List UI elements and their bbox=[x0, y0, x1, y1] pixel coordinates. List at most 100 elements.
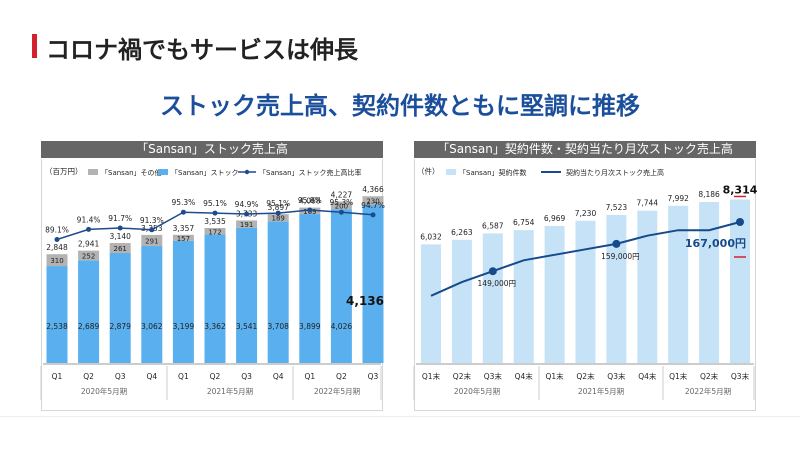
monthly-revenue-line bbox=[430, 221, 741, 297]
stock-value-label: 3,199 bbox=[173, 322, 195, 331]
quarter-tick-label: Q4 bbox=[146, 372, 157, 381]
contract-value-label: 6,032 bbox=[420, 232, 442, 241]
ratio-value-label: 94.7% bbox=[361, 201, 385, 210]
total-value-label: 4,366 bbox=[362, 185, 384, 194]
stock-value-label: 2,689 bbox=[78, 322, 100, 331]
contract-value-label: 8,314 bbox=[723, 183, 758, 196]
ratio-value-label: 91.4% bbox=[77, 215, 101, 224]
ratio-value-label: 94.9% bbox=[235, 200, 259, 209]
contracts-chart-header: 「Sansan」契約件数・契約当たり月次ストック売上高 bbox=[414, 141, 756, 158]
monthly-revenue-label: 149,000円 bbox=[478, 279, 517, 288]
quarter-tick-label: Q4末 bbox=[515, 371, 534, 381]
contract-value-label: 7,523 bbox=[606, 203, 628, 212]
ratio-value-label: 95.8% bbox=[298, 196, 322, 205]
quarter-tick-label: Q3末 bbox=[731, 371, 750, 381]
quarter-tick-label: Q4末 bbox=[638, 371, 657, 381]
other-value-label: 189 bbox=[272, 215, 285, 223]
contract-value-label: 7,744 bbox=[637, 199, 659, 208]
stock-value-label: 4,026 bbox=[331, 322, 353, 331]
legend-stock-label: 「Sansan」ストック bbox=[171, 169, 239, 177]
other-bar bbox=[78, 250, 100, 261]
contract-value-label: 6,587 bbox=[482, 221, 504, 230]
stock-bar bbox=[236, 227, 258, 363]
contract-bar bbox=[451, 239, 472, 363]
ratio-point bbox=[117, 225, 123, 231]
quarter-tick-label: Q2 bbox=[83, 372, 94, 381]
fiscal-year-label: 2020年5月期 bbox=[454, 386, 500, 396]
stock-bar bbox=[330, 209, 352, 363]
other-value-label: 310 bbox=[50, 257, 63, 265]
stock-value-label: 3,362 bbox=[204, 322, 226, 331]
other-bar bbox=[141, 234, 163, 247]
ratio-point bbox=[180, 209, 186, 215]
monthly-revenue-point bbox=[736, 218, 744, 226]
total-value-label: 3,357 bbox=[173, 224, 195, 233]
quarter-tick-label: Q2末 bbox=[576, 371, 595, 381]
stock-value-label: 3,062 bbox=[141, 322, 163, 331]
other-bar bbox=[46, 254, 68, 267]
other-bar bbox=[204, 228, 226, 235]
other-value-label: 252 bbox=[82, 252, 95, 260]
stock-revenue-chart-header: 「Sansan」ストック売上高 bbox=[41, 141, 383, 158]
fiscal-year-label: 2020年5月期 bbox=[81, 386, 127, 396]
monthly-revenue-label: 167,000円 bbox=[685, 237, 746, 250]
stock-value-label: 3,899 bbox=[299, 322, 321, 331]
stock-bar bbox=[204, 234, 226, 363]
quarter-tick-label: Q2末 bbox=[700, 371, 719, 381]
contract-bar bbox=[730, 199, 750, 363]
legend-ratio-label: 「Sansan」ストック売上高比率 bbox=[259, 168, 362, 177]
ratio-value-label: 91.3% bbox=[140, 216, 164, 225]
other-bar bbox=[362, 196, 384, 206]
fiscal-year-label: 2022年5月期 bbox=[685, 386, 731, 396]
stock-value-label: 4,136 bbox=[346, 294, 384, 308]
total-value-label: 2,848 bbox=[46, 243, 68, 252]
legend-contract-swatch bbox=[446, 169, 456, 175]
ratio-point bbox=[212, 210, 218, 216]
legend-monthly-label: 契約当たり月次ストック売上高 bbox=[566, 168, 664, 177]
fiscal-year-label: 2022年5月期 bbox=[314, 386, 360, 396]
ratio-value-label: 95.3% bbox=[329, 198, 353, 207]
ratio-point bbox=[338, 209, 344, 215]
ratio-point bbox=[86, 226, 92, 232]
total-value-label: 4,068 bbox=[299, 197, 321, 206]
other-value-label: 200 bbox=[335, 202, 348, 210]
other-value-label: 191 bbox=[240, 221, 253, 229]
quarter-tick-label: Q3 bbox=[368, 372, 379, 381]
contract-bar bbox=[544, 225, 565, 363]
other-bar bbox=[236, 220, 258, 228]
contract-value-label: 7,992 bbox=[667, 194, 689, 203]
contract-value-label: 7,230 bbox=[575, 209, 597, 218]
ratio-point bbox=[307, 207, 313, 213]
stock-bar bbox=[109, 253, 131, 363]
ratio-point bbox=[149, 227, 155, 233]
monthly-revenue-label: 159,000円 bbox=[601, 252, 640, 261]
legend-other-label: 「Sansan」その他 bbox=[101, 168, 162, 177]
quarter-tick-label: Q2 bbox=[336, 372, 347, 381]
stock-value-label: 3,708 bbox=[267, 322, 289, 331]
contract-bar bbox=[606, 215, 627, 363]
quarter-tick-label: Q4 bbox=[273, 372, 284, 381]
other-value-label: 157 bbox=[177, 235, 190, 243]
monthly-revenue-point bbox=[488, 267, 497, 276]
footer-rule bbox=[0, 416, 800, 417]
legend-ratio-marker bbox=[244, 169, 250, 175]
total-value-label: 2,941 bbox=[78, 240, 100, 249]
contract-bar bbox=[513, 230, 534, 363]
legend-other-swatch bbox=[88, 169, 98, 175]
stock-bar bbox=[362, 205, 384, 363]
other-bar bbox=[109, 243, 131, 254]
quarter-tick-label: Q2 bbox=[210, 372, 221, 381]
fiscal-year-label: 2021年5月期 bbox=[207, 386, 253, 396]
stock-unit-label: （百万円） bbox=[45, 167, 83, 176]
legend-contract-label: 「Sansan」契約件数 bbox=[459, 168, 527, 177]
ratio-point bbox=[275, 210, 281, 216]
ratio-value-label: 95.3% bbox=[171, 198, 195, 207]
ratio-value-label: 95.1% bbox=[203, 199, 227, 208]
total-value-label: 3,140 bbox=[109, 232, 131, 241]
stock-bar bbox=[172, 240, 194, 363]
quarter-tick-label: Q1末 bbox=[546, 371, 565, 381]
contract-value-label: 6,754 bbox=[513, 218, 535, 227]
quarter-tick-label: Q1末 bbox=[669, 371, 688, 381]
contracts-unit-label: （件） bbox=[417, 166, 440, 176]
stock-bar bbox=[267, 221, 289, 363]
